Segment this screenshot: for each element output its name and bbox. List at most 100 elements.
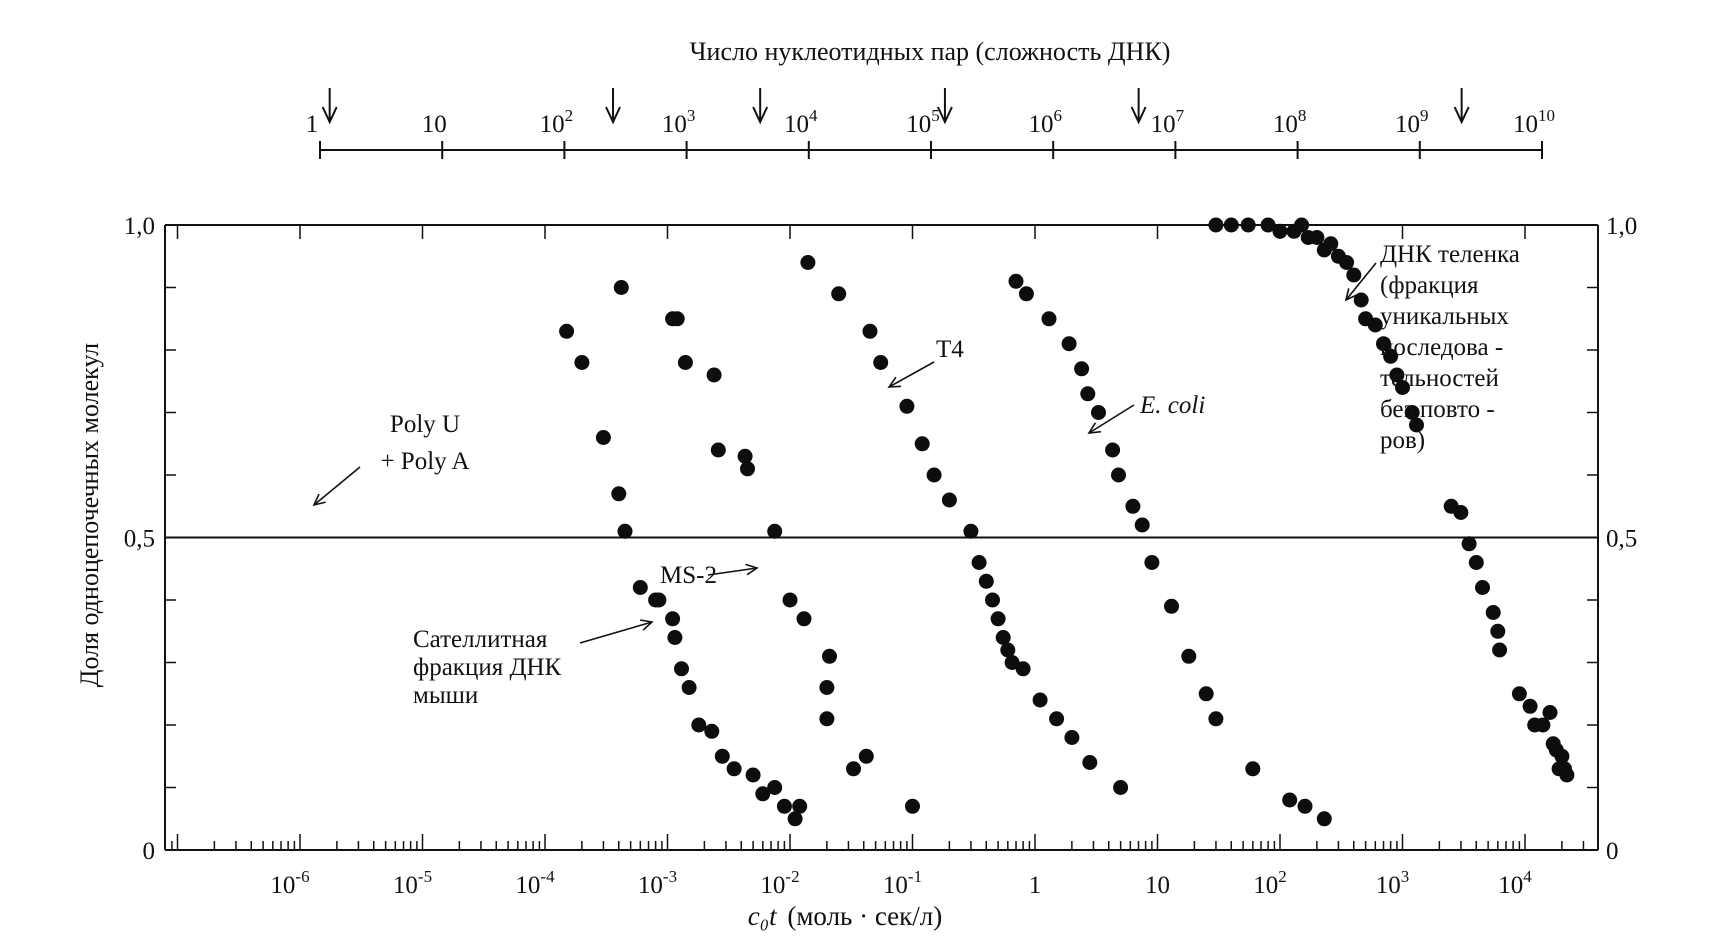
data-point-series-2 xyxy=(796,611,812,627)
data-point-series-1 xyxy=(574,355,590,370)
annotation-poly-u-a-line: Poly U xyxy=(390,411,460,438)
x-axis-tick-label: 103 xyxy=(1376,867,1410,899)
data-point-series-1 xyxy=(559,323,575,339)
data-point-series-1 xyxy=(776,798,792,814)
top-tick-base: 10 xyxy=(1273,111,1298,138)
top-axis-arrow-head xyxy=(1130,106,1147,125)
data-point-series-3 xyxy=(1082,755,1098,770)
data-point-series-2 xyxy=(706,367,722,383)
data-point-series-3 xyxy=(1004,655,1020,670)
data-point-series-5 xyxy=(1339,255,1355,270)
data-point-series-1 xyxy=(792,798,808,814)
data-point-series-3 xyxy=(971,555,987,570)
annotation-satellite-line: мыши xyxy=(413,682,478,709)
annotation-poly-arrow-shaft xyxy=(313,466,361,506)
annotation-satellite: Сателлитная фракция ДНК мыши xyxy=(413,626,562,709)
annotation-ms2-arrow-shaft xyxy=(707,567,758,576)
top-tick-exponent: 4 xyxy=(809,106,818,125)
data-point-series-5 xyxy=(1395,380,1410,395)
data-point-series-4 xyxy=(1134,517,1150,533)
data-point-series-5 xyxy=(1542,705,1558,720)
data-point-series-3 xyxy=(1000,642,1016,658)
data-point-series-5 xyxy=(1461,536,1477,552)
data-point-series-5 xyxy=(1309,230,1325,245)
top-axis-tick-label: 103 xyxy=(662,106,696,138)
top-tick-base: 10 xyxy=(422,111,447,138)
x-tick-exponent: -2 xyxy=(785,867,799,886)
data-point-series-2 xyxy=(819,711,835,727)
x-tick-base: 10 xyxy=(1253,872,1278,899)
top-tick-exponent: 6 xyxy=(1053,106,1062,125)
annotation-calf-dna-line: уникальных xyxy=(1380,303,1509,330)
data-point-series-4 xyxy=(1208,711,1224,727)
data-point-series-3 xyxy=(831,286,847,302)
annotation-ms2: MS-2 xyxy=(660,562,717,589)
data-point-series-4 xyxy=(1198,686,1214,702)
data-point-series-5 xyxy=(1453,505,1469,520)
top-tick-base: 1 xyxy=(306,111,319,138)
data-point-series-4 xyxy=(1316,811,1332,827)
data-point-series-2 xyxy=(858,748,874,764)
annotation-poly-u-a-line: + Poly A xyxy=(380,448,469,475)
x-axis-tick-label: 10-2 xyxy=(760,867,799,899)
x-tick-base: 10 xyxy=(638,872,663,899)
annotation-calf-dna-line: ров) xyxy=(1380,427,1425,454)
x-tick-exponent: -6 xyxy=(295,867,309,886)
x-tick-exponent: -4 xyxy=(540,867,555,886)
data-point-series-3 xyxy=(873,355,889,370)
data-point-series-5 xyxy=(1511,686,1527,702)
top-tick-base: 10 xyxy=(906,111,931,138)
data-point-series-5 xyxy=(1492,642,1508,658)
top-tick-exponent: 5 xyxy=(931,106,940,125)
top-axis-tick-label: 104 xyxy=(784,106,818,138)
x-axis-title: c₀t (моль · сек/л) xyxy=(748,901,943,931)
data-point-series-4 xyxy=(1245,761,1261,777)
data-point-series-1 xyxy=(665,611,681,627)
x-axis-tick-label: 10-1 xyxy=(883,867,922,899)
top-axis-tick-label: 102 xyxy=(540,106,574,138)
data-point-series-3 xyxy=(1015,661,1031,677)
bottom-axis: 10-6 10-5 10-4 10-3 10-2 10-1 1 10 102 103 104 xyxy=(171,225,1585,899)
data-point-series-3 xyxy=(985,592,1000,608)
data-point-series-1 xyxy=(632,580,648,595)
data-point-series-4 xyxy=(1282,792,1298,808)
top-axis-tick-label: 105 xyxy=(906,106,940,138)
data-point-series-5 xyxy=(1409,417,1424,433)
data-point-series-2 xyxy=(846,761,861,777)
data-point-series-4 xyxy=(1008,273,1024,289)
data-point-series-5 xyxy=(1468,555,1484,570)
data-point-series-3 xyxy=(978,573,994,589)
data-point-series-1 xyxy=(617,523,633,539)
data-point-series-2 xyxy=(669,311,685,327)
data-point-series-1 xyxy=(611,486,627,502)
top-axis-tick-label: 109 xyxy=(1395,106,1429,138)
top-tick-exponent: 8 xyxy=(1298,106,1307,125)
data-point-series-1 xyxy=(681,680,697,695)
top-axis-arrow-head xyxy=(321,106,338,125)
data-point-series-4 xyxy=(1080,386,1096,402)
annotation-ms2-arrow-head xyxy=(745,563,759,576)
annotation-poly-u-a: Poly U + Poly A xyxy=(380,411,469,475)
data-point-series-3 xyxy=(926,467,942,483)
annotation-calf-arrow-head xyxy=(1344,288,1358,302)
data-point-series-1 xyxy=(674,661,689,677)
annotation-ecoli-arrow-shaft xyxy=(1088,404,1135,434)
x-tick-exponent: -3 xyxy=(663,867,677,886)
x-axis-var: c₀t xyxy=(748,901,778,931)
data-point-series-2 xyxy=(819,680,835,695)
data-point-series-3 xyxy=(914,436,930,452)
top-axis-tick-label: 106 xyxy=(1028,106,1062,138)
data-point-series-1 xyxy=(767,780,783,795)
top-axis: 1 10 102 103 104 105 106 107 108 109 1010 xyxy=(306,88,1555,159)
annotation-t4: T4 xyxy=(936,336,964,363)
data-point-series-5 xyxy=(1475,580,1490,595)
x-tick-exponent: 2 xyxy=(1278,867,1287,886)
y-axis-tick-label: 0,5 xyxy=(124,526,155,553)
data-point-series-4 xyxy=(1105,442,1121,458)
data-point-series-3 xyxy=(1049,711,1065,727)
top-axis-tick-label: 108 xyxy=(1273,106,1307,138)
data-point-series-4 xyxy=(1091,405,1106,420)
data-point-series-4 xyxy=(1111,467,1126,483)
data-point-series-5 xyxy=(1260,217,1276,233)
